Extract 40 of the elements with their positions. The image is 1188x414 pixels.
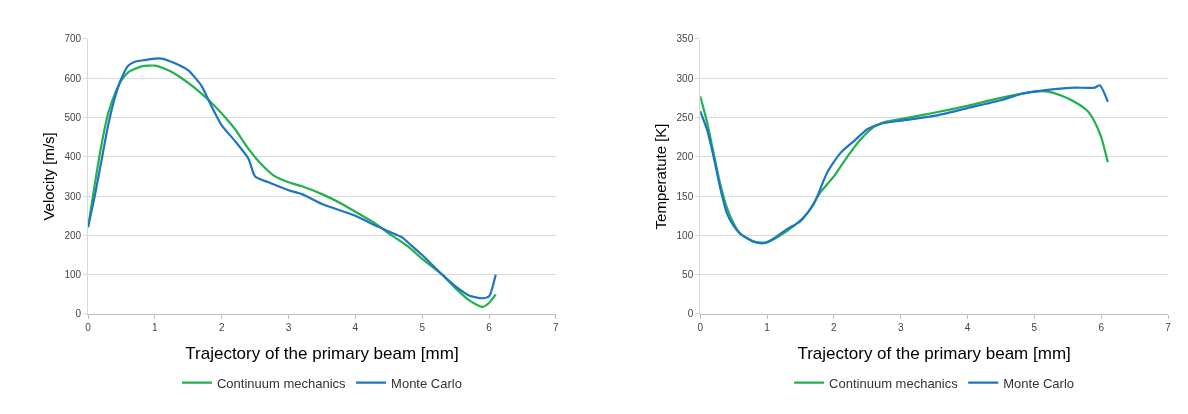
x-tick-label: 3 <box>897 321 904 333</box>
y-tick-label: 200 <box>64 229 82 241</box>
y-tick-label: 350 <box>676 33 694 45</box>
x-axis-title: Trajectory of the primary beam [mm] <box>797 344 1071 364</box>
x-tick-label: 0 <box>85 321 92 333</box>
legend-label: Continuum mechanics <box>216 375 347 391</box>
y-tick-label: 100 <box>676 229 694 241</box>
y-tick-label: 0 <box>75 308 82 320</box>
x-tick-label: 5 <box>1031 321 1038 333</box>
x-tick-label: 6 <box>486 321 493 333</box>
y-tick-label: 250 <box>676 112 694 123</box>
x-tick-label: 0 <box>697 321 704 333</box>
y-tick-label: 600 <box>64 72 82 84</box>
y-tick-label: 0 <box>687 308 694 320</box>
y-tick-label: 700 <box>64 33 82 45</box>
y-tick-label: 500 <box>64 112 82 123</box>
y-tick-label: 200 <box>676 151 694 163</box>
x-tick-label: 5 <box>419 321 426 333</box>
x-tick-label: 7 <box>553 321 560 333</box>
x-tick-label: 2 <box>218 321 225 333</box>
legend-label: Monte Carlo <box>391 375 462 391</box>
y-axis-title: Temperatute [K] <box>651 123 669 230</box>
y-tick-label: 300 <box>676 72 694 84</box>
x-tick-label: 1 <box>152 321 159 333</box>
y-tick-label: 150 <box>676 190 694 202</box>
x-tick-label: 2 <box>831 321 838 333</box>
x-tick-label: 1 <box>764 321 771 333</box>
x-tick-label: 4 <box>352 321 359 333</box>
x-tick-label: 7 <box>1165 321 1172 333</box>
x-tick-label: 6 <box>1098 321 1105 333</box>
y-axis-title: Velocity [m/s] <box>39 132 57 221</box>
y-tick-label: 100 <box>64 269 82 281</box>
x-tick-label: 3 <box>285 321 292 333</box>
legend-label: Monte Carlo <box>1003 375 1075 391</box>
y-tick-label: 400 <box>64 151 82 163</box>
y-tick-label: 50 <box>682 269 694 281</box>
x-tick-label: 4 <box>964 321 971 333</box>
x-axis-title: Trajectory of the primary beam [mm] <box>185 344 459 364</box>
y-tick-label: 300 <box>64 190 82 202</box>
legend-label: Continuum mechanics <box>829 375 959 391</box>
